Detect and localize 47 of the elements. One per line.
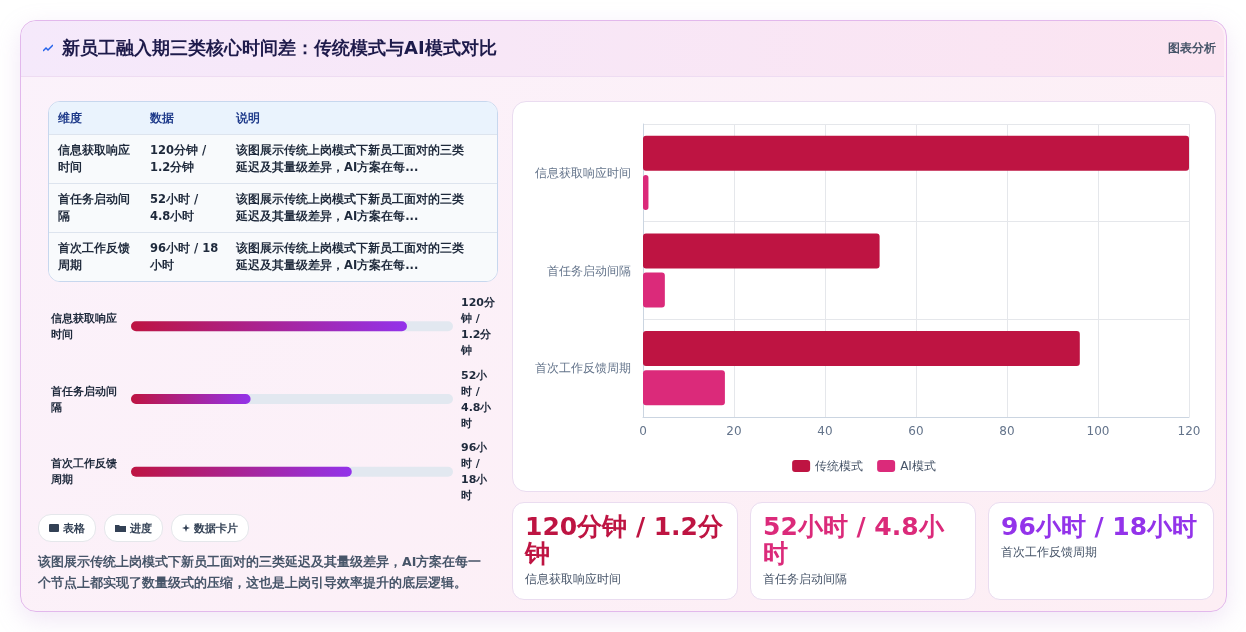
text: 首任务启动间隔 [57, 191, 131, 225]
text: 120分钟 / 1.2分钟 [149, 142, 208, 176]
text: 52小时 / 4.8小时 [149, 191, 200, 225]
y-tick-label: 首次工作反馈周期 [535, 361, 631, 376]
text: 说明 [235, 109, 261, 127]
data-label: 52小时 / 4.8小时 [461, 368, 493, 430]
text: 表格 [63, 520, 85, 536]
text: 数据 [149, 109, 175, 127]
legend-label: AI模式 [900, 459, 936, 473]
x-tick-label: 120 [1177, 424, 1201, 438]
bar [643, 331, 1080, 367]
x-tick-label: 100 [1086, 424, 1110, 438]
bar [643, 174, 649, 210]
x-tick-label: 20 [726, 424, 742, 438]
text: 图表分析 [1168, 40, 1216, 57]
x-tick-label: 60 [908, 424, 924, 438]
text: 进度 [130, 520, 152, 536]
text: 首次工作反馈周期 [1001, 545, 1098, 560]
bar [643, 135, 1189, 171]
category-label: 信息获取响应时间 [51, 311, 117, 341]
data-label: 96小时 / 18小时 [461, 441, 489, 503]
text: 该图展示传统上岗模式下新员工面对的三类延迟及其量级差异，AI方案在每... [234, 240, 465, 274]
text: 维度 [57, 109, 83, 127]
x-tick-label: 0 [639, 424, 647, 438]
x-tick-label: 40 [817, 424, 833, 438]
data-label: 120分钟 / 1.2分钟 [460, 295, 496, 357]
y-tick-label: 信息获取响应时间 [535, 165, 631, 180]
bar [643, 272, 665, 308]
category-label: 首任务启动间隔 [51, 384, 117, 414]
text: 该图展示传统上岗模式下新员工面对的三类延迟及其量级差异，AI方案在每一个节点上都实现了数量级式的压缩，这也是上岗引导效率提升的底层逻辑。 [38, 553, 483, 592]
y-tick-label: 首任务启动间隔 [547, 263, 631, 278]
bar [643, 233, 880, 269]
text: 52小时 / 4.8小时 [763, 512, 946, 568]
category-label: 首次工作反馈周期 [51, 457, 117, 487]
text: 120分钟 / 1.2分钟 [525, 512, 724, 568]
text: 数据卡片 [194, 520, 238, 536]
bar [643, 370, 725, 406]
text: 首任务启动间隔 [763, 572, 848, 587]
text: 该图展示传统上岗模式下新员工面对的三类延迟及其量级差异，AI方案在每... [234, 191, 465, 225]
text: 首次工作反馈周期 [57, 240, 131, 274]
x-tick-label: 80 [999, 424, 1015, 438]
text: 信息获取响应时间 [57, 142, 131, 176]
text: 该图展示传统上岗模式下新员工面对的三类延迟及其量级差异，AI方案在每... [234, 142, 465, 176]
text: 96小时 / 18小时 [149, 240, 220, 274]
text: 新员工融入期三类核心时间差：传统模式与AI模式对比 [62, 36, 497, 60]
text: 96小时 / 18小时 [1001, 512, 1199, 541]
legend-label: 传统模式 [815, 459, 864, 473]
